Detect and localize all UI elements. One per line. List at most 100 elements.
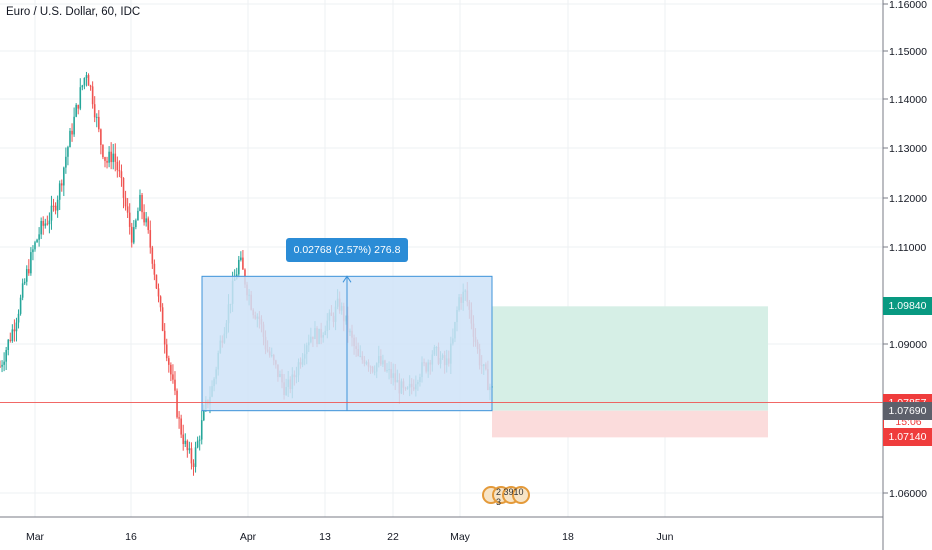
candle-down: [170, 364, 172, 375]
candle-down: [141, 194, 143, 213]
candle-up: [21, 283, 24, 298]
candle-down: [104, 157, 106, 161]
candle-up: [73, 116, 75, 135]
candle-up: [133, 227, 135, 243]
candle-down: [54, 205, 57, 211]
candle-down: [120, 171, 123, 178]
candle-down: [116, 161, 119, 171]
candle-down: [174, 379, 176, 391]
candle-up: [75, 104, 77, 117]
y-tick-label: 1.14000: [889, 94, 927, 106]
candle-up: [50, 205, 53, 221]
candle-down: [163, 330, 166, 345]
x-tick-label: May: [450, 531, 471, 543]
candle-down: [153, 263, 156, 275]
candle-up: [81, 85, 84, 88]
candle-down: [60, 183, 63, 186]
candle-down: [89, 85, 92, 87]
candle-down: [110, 151, 112, 163]
candle-down: [172, 374, 174, 380]
candle-down: [165, 344, 168, 359]
candle-down: [147, 218, 150, 231]
price-tag-stop: 1.07140: [883, 428, 932, 447]
economic-events[interactable]: 2 3910 3: [482, 486, 530, 507]
candle-up: [7, 339, 10, 350]
candle-up: [240, 257, 242, 260]
candle-down: [149, 230, 152, 248]
candle-up: [85, 75, 88, 79]
candle-down: [118, 170, 121, 172]
candle-down: [186, 440, 189, 451]
chart-grid: [0, 0, 883, 517]
candle-down: [182, 434, 185, 445]
candle-up: [1, 364, 3, 367]
candle-down: [42, 220, 45, 226]
y-tick-label: 1.09000: [889, 339, 927, 351]
candle-down: [71, 130, 73, 135]
candle-up: [196, 440, 199, 448]
candle-up: [139, 194, 141, 211]
candle-up: [19, 297, 22, 314]
candle-up: [198, 439, 201, 441]
candle-up: [58, 183, 61, 200]
candle-down: [126, 206, 129, 213]
candle-down: [9, 339, 12, 341]
candle-down: [52, 205, 55, 207]
candle-down: [159, 296, 162, 308]
candle-up: [108, 151, 110, 163]
candle-down: [98, 116, 100, 130]
candle-up: [11, 329, 14, 341]
x-tick-label: Jun: [657, 531, 674, 543]
candle-down: [192, 463, 195, 467]
candle-up: [145, 218, 147, 223]
candle-up: [36, 239, 38, 243]
candle-up: [237, 259, 240, 275]
candle-up: [69, 130, 71, 148]
candle-up: [112, 153, 115, 163]
candle-up: [17, 313, 20, 323]
candle-up: [202, 409, 205, 421]
candle-down: [28, 269, 30, 274]
candle-down: [151, 247, 154, 264]
candle-up: [79, 87, 82, 109]
candle-down: [128, 212, 131, 227]
price-tag-target: 1.09840: [883, 297, 932, 316]
x-tick-label: 16: [125, 531, 137, 543]
candlestick-series: [0, 71, 493, 476]
candle-up: [83, 78, 86, 86]
price-tag-entry: 1.07690: [883, 401, 932, 420]
candle-up: [30, 252, 32, 274]
y-tick-label: 1.15000: [889, 46, 927, 58]
measure-label: 0.02768 (2.57%) 276.8: [286, 238, 408, 262]
candle-down: [168, 358, 170, 365]
candle-up: [40, 220, 42, 235]
y-tick-label: 1.11000: [889, 242, 926, 254]
x-tick-label: 22: [387, 531, 399, 543]
events-label: 2 3910 3: [496, 487, 524, 507]
candle-up: [34, 242, 36, 250]
candle-up: [194, 447, 197, 467]
candle-up: [3, 361, 5, 365]
candle-down: [157, 288, 160, 297]
x-tick-label: 18: [562, 531, 574, 543]
y-tick-label: 1.13000: [889, 143, 927, 155]
candle-down: [100, 129, 102, 145]
candle-up: [63, 167, 65, 186]
y-tick-label: 1.16000: [889, 0, 927, 11]
candle-up: [15, 322, 18, 332]
candle-down: [77, 104, 80, 109]
candle-up: [137, 210, 139, 221]
x-tick-label: Mar: [26, 531, 45, 543]
event-flag-icon[interactable]: [512, 486, 530, 504]
profit-zone: [492, 306, 768, 411]
candle-up: [5, 349, 7, 362]
candle-down: [130, 226, 133, 243]
position-zones: [492, 306, 768, 438]
candle-down: [155, 274, 158, 289]
candle-down: [0, 366, 1, 368]
candle-up: [32, 249, 34, 253]
candle-down: [122, 177, 125, 198]
candle-down: [178, 417, 180, 419]
